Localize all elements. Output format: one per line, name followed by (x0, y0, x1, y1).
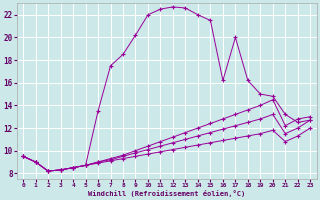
X-axis label: Windchill (Refroidissement éolien,°C): Windchill (Refroidissement éolien,°C) (88, 190, 245, 197)
